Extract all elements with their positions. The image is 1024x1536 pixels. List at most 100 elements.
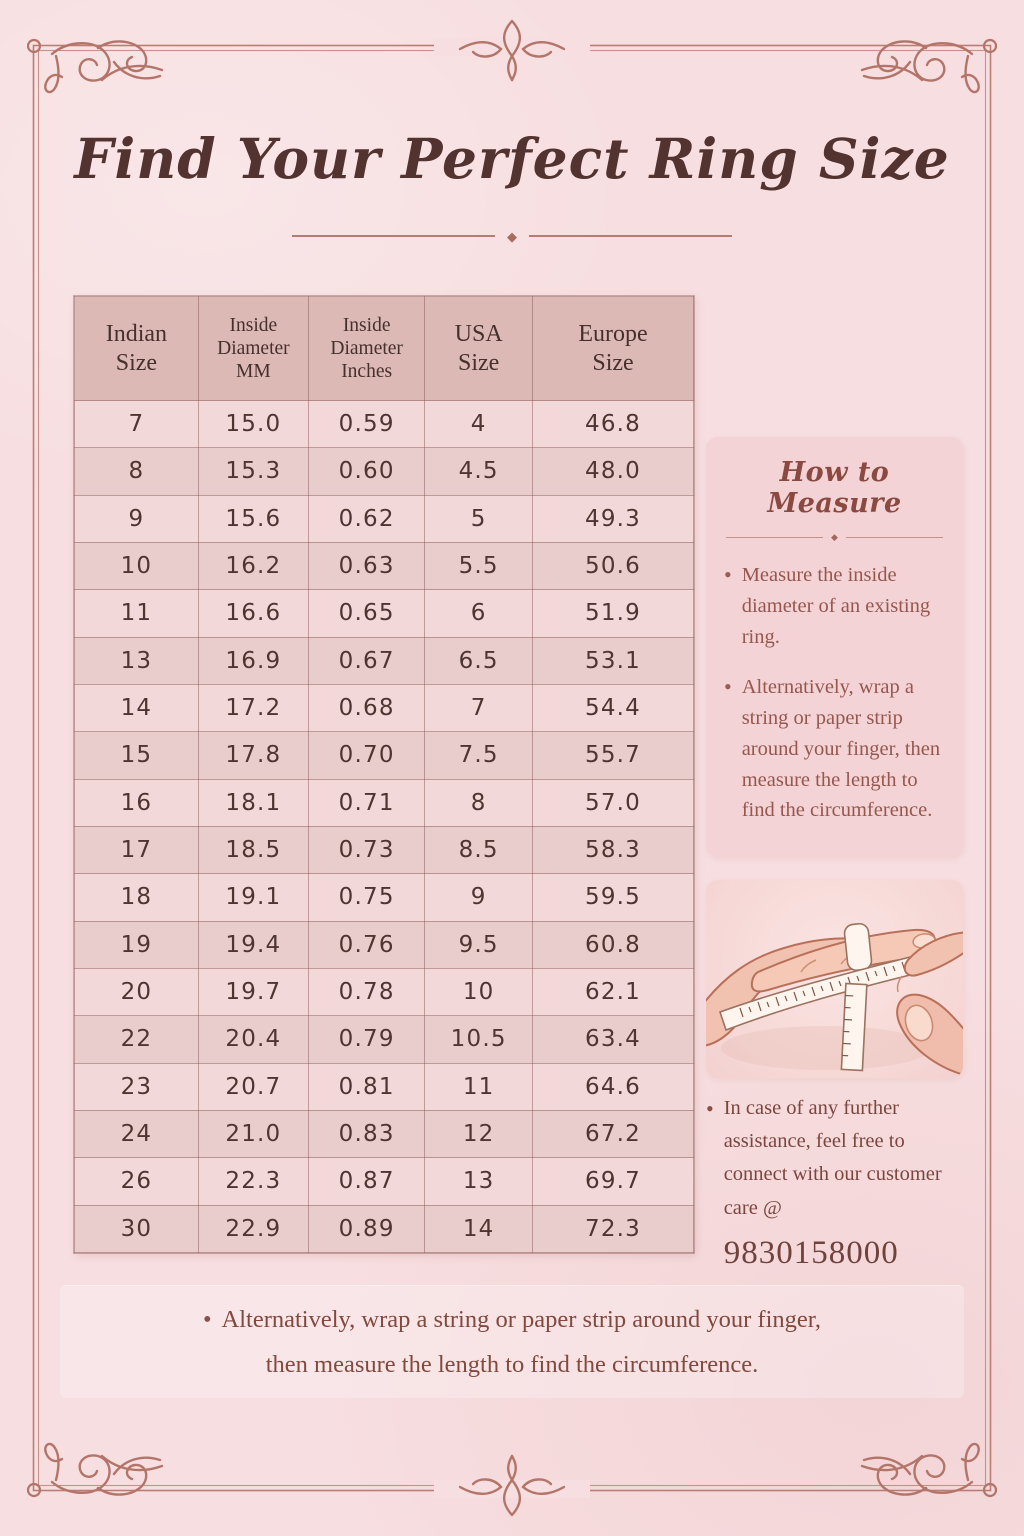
table-cell: 53.1 (532, 636, 694, 685)
col-header-diameter-inches: Inside Diameter Inches (307, 296, 426, 401)
diamond-icon: ◆ (831, 532, 838, 542)
corner-flourish-top-left (26, 38, 164, 94)
table-cell: 24 (74, 1109, 199, 1159)
table-cell: 12 (424, 1109, 534, 1159)
table-cell: 48.0 (532, 447, 694, 496)
table-cell: 26 (74, 1157, 199, 1206)
divider-line (845, 536, 944, 539)
table-cell: 6.5 (424, 636, 534, 685)
assistance-block: • In case of any further assistance, fee… (706, 1092, 968, 1280)
table-row: 19 19.4 0.76 9.5 60.8 (74, 920, 694, 969)
table-cell: 13 (74, 636, 199, 685)
table-cell: 0.79 (307, 1015, 426, 1064)
table-cell: 0.75 (307, 873, 426, 922)
table-cell: 0.89 (307, 1204, 426, 1254)
table-cell: 49.3 (532, 494, 694, 543)
table-cell: 0.65 (307, 589, 426, 638)
divider-line (292, 235, 495, 237)
table-cell: 18.1 (197, 778, 309, 827)
corner-flourish-bottom-right (860, 1442, 998, 1498)
table-row: 11 16.6 0.65 6 51.9 (74, 589, 694, 638)
table-cell: 7.5 (424, 731, 534, 780)
divider-line (529, 235, 732, 237)
table-cell: 57.0 (532, 778, 694, 827)
table-cell: 9.5 (424, 920, 534, 969)
instruction-text: Measure the inside diameter of an existi… (741, 564, 931, 648)
bullet-icon: • (202, 1305, 212, 1333)
table-row: 23 20.7 0.81 11 64.6 (74, 1062, 694, 1111)
footer-note-panel: • Alternatively, wrap a string or paper s… (60, 1286, 964, 1398)
table-row: 8 15.3 0.60 4.5 48.0 (74, 447, 694, 496)
diamond-icon: ◆ (507, 228, 517, 244)
table-cell: 0.62 (307, 494, 426, 543)
page-title: Find Your Perfect Ring Size (74, 126, 950, 191)
table-cell: 16.6 (197, 589, 309, 638)
table-cell: 14 (424, 1204, 534, 1254)
table-cell: 0.70 (307, 731, 426, 780)
col-header-europe-size: Europe Size (532, 296, 694, 401)
table-cell: 0.68 (307, 683, 426, 733)
bottom-center-ornament-icon (458, 1454, 566, 1517)
table-cell: 9 (424, 873, 534, 922)
table-row: 10 16.2 0.63 5.5 50.6 (74, 541, 694, 591)
table-cell: 0.63 (307, 541, 426, 591)
table-cell: 50.6 (532, 541, 694, 591)
footer-text: Alternatively, wrap a string or paper st… (221, 1305, 822, 1333)
table-cell: 0.60 (307, 447, 426, 496)
table-row: 9 15.6 0.62 5 49.3 (74, 494, 694, 543)
frame-gap-top (434, 38, 590, 56)
top-center-ornament-icon (458, 19, 566, 82)
bullet-icon: • (724, 562, 732, 587)
table-cell: 11 (424, 1062, 534, 1111)
table-row: 13 16.9 0.67 6.5 53.1 (74, 636, 694, 685)
table-cell: 0.87 (307, 1157, 426, 1206)
howto-divider: ◆ (726, 532, 944, 542)
table-cell: 4 (424, 399, 534, 449)
table-body: 7 15.0 0.59 4 46.8 8 15.3 0.60 4.5 48.0 9 15.6 0.62 5… (74, 399, 694, 1254)
table-cell: 15.6 (197, 494, 309, 543)
table-row: 24 21.0 0.83 12 67.2 (74, 1109, 694, 1159)
table-cell: 15.3 (197, 447, 309, 496)
table-cell: 6 (424, 589, 534, 638)
corner-flourish-bottom-left (26, 1442, 164, 1498)
frame-gap-bottom (434, 1480, 590, 1498)
ring-size-table: Indian Size Inside Diameter MM Inside Di… (74, 296, 694, 1254)
table-cell: 20.4 (197, 1015, 309, 1064)
table-cell: 10.5 (424, 1015, 534, 1064)
footer-text: then measure the length to find the circ… (265, 1351, 759, 1378)
table-cell: 5 (424, 494, 534, 543)
table-row: 16 18.1 0.71 8 57.0 (74, 778, 694, 827)
table-cell: 22.9 (197, 1204, 309, 1254)
table-cell: 10 (424, 967, 534, 1017)
table-row: 20 19.7 0.78 10 62.1 (74, 967, 694, 1017)
table-cell: 20 (74, 967, 199, 1017)
table-row: 14 17.2 0.68 7 54.4 (74, 683, 694, 733)
col-header-indian-size: Indian Size (74, 296, 199, 401)
table-cell: 20.7 (197, 1062, 309, 1111)
table-cell: 59.5 (532, 873, 694, 922)
table-cell: 19 (74, 920, 199, 969)
table-cell: 22.3 (197, 1157, 309, 1206)
table-cell: 17.8 (197, 731, 309, 780)
measuring-illustration-card (706, 880, 963, 1078)
col-header-diameter-mm: Inside Diameter MM (197, 296, 309, 401)
col-header-usa-size: USA Size (424, 296, 534, 401)
table-row: 18 19.1 0.75 9 59.5 (74, 873, 694, 922)
how-to-measure-panel: How to Measure ◆ • Measure the inside di… (706, 437, 963, 857)
table-cell: 0.78 (307, 967, 426, 1017)
table-row: 17 18.5 0.73 8.5 58.3 (74, 825, 694, 875)
how-to-measure-heading: How to Measure (767, 457, 902, 519)
divider-line (726, 536, 824, 539)
table-header-row: Indian Size Inside Diameter MM Inside Di… (74, 296, 694, 401)
table-cell: 23 (74, 1062, 199, 1111)
table-cell: 14 (74, 683, 199, 733)
footer-note-line2: then measure the length to find the circ… (266, 1342, 759, 1387)
table-cell: 72.3 (532, 1204, 694, 1254)
ring-size-table-card: Indian Size Inside Diameter MM Inside Di… (74, 296, 694, 1254)
table-cell: 7 (424, 683, 534, 733)
table-cell: 55.7 (532, 731, 694, 780)
table-cell: 17.2 (197, 683, 309, 733)
table-cell: 16.9 (197, 636, 309, 685)
measure-instructions-list: • Measure the inside diameter of an exis… (724, 560, 945, 826)
table-cell: 0.67 (307, 636, 426, 685)
